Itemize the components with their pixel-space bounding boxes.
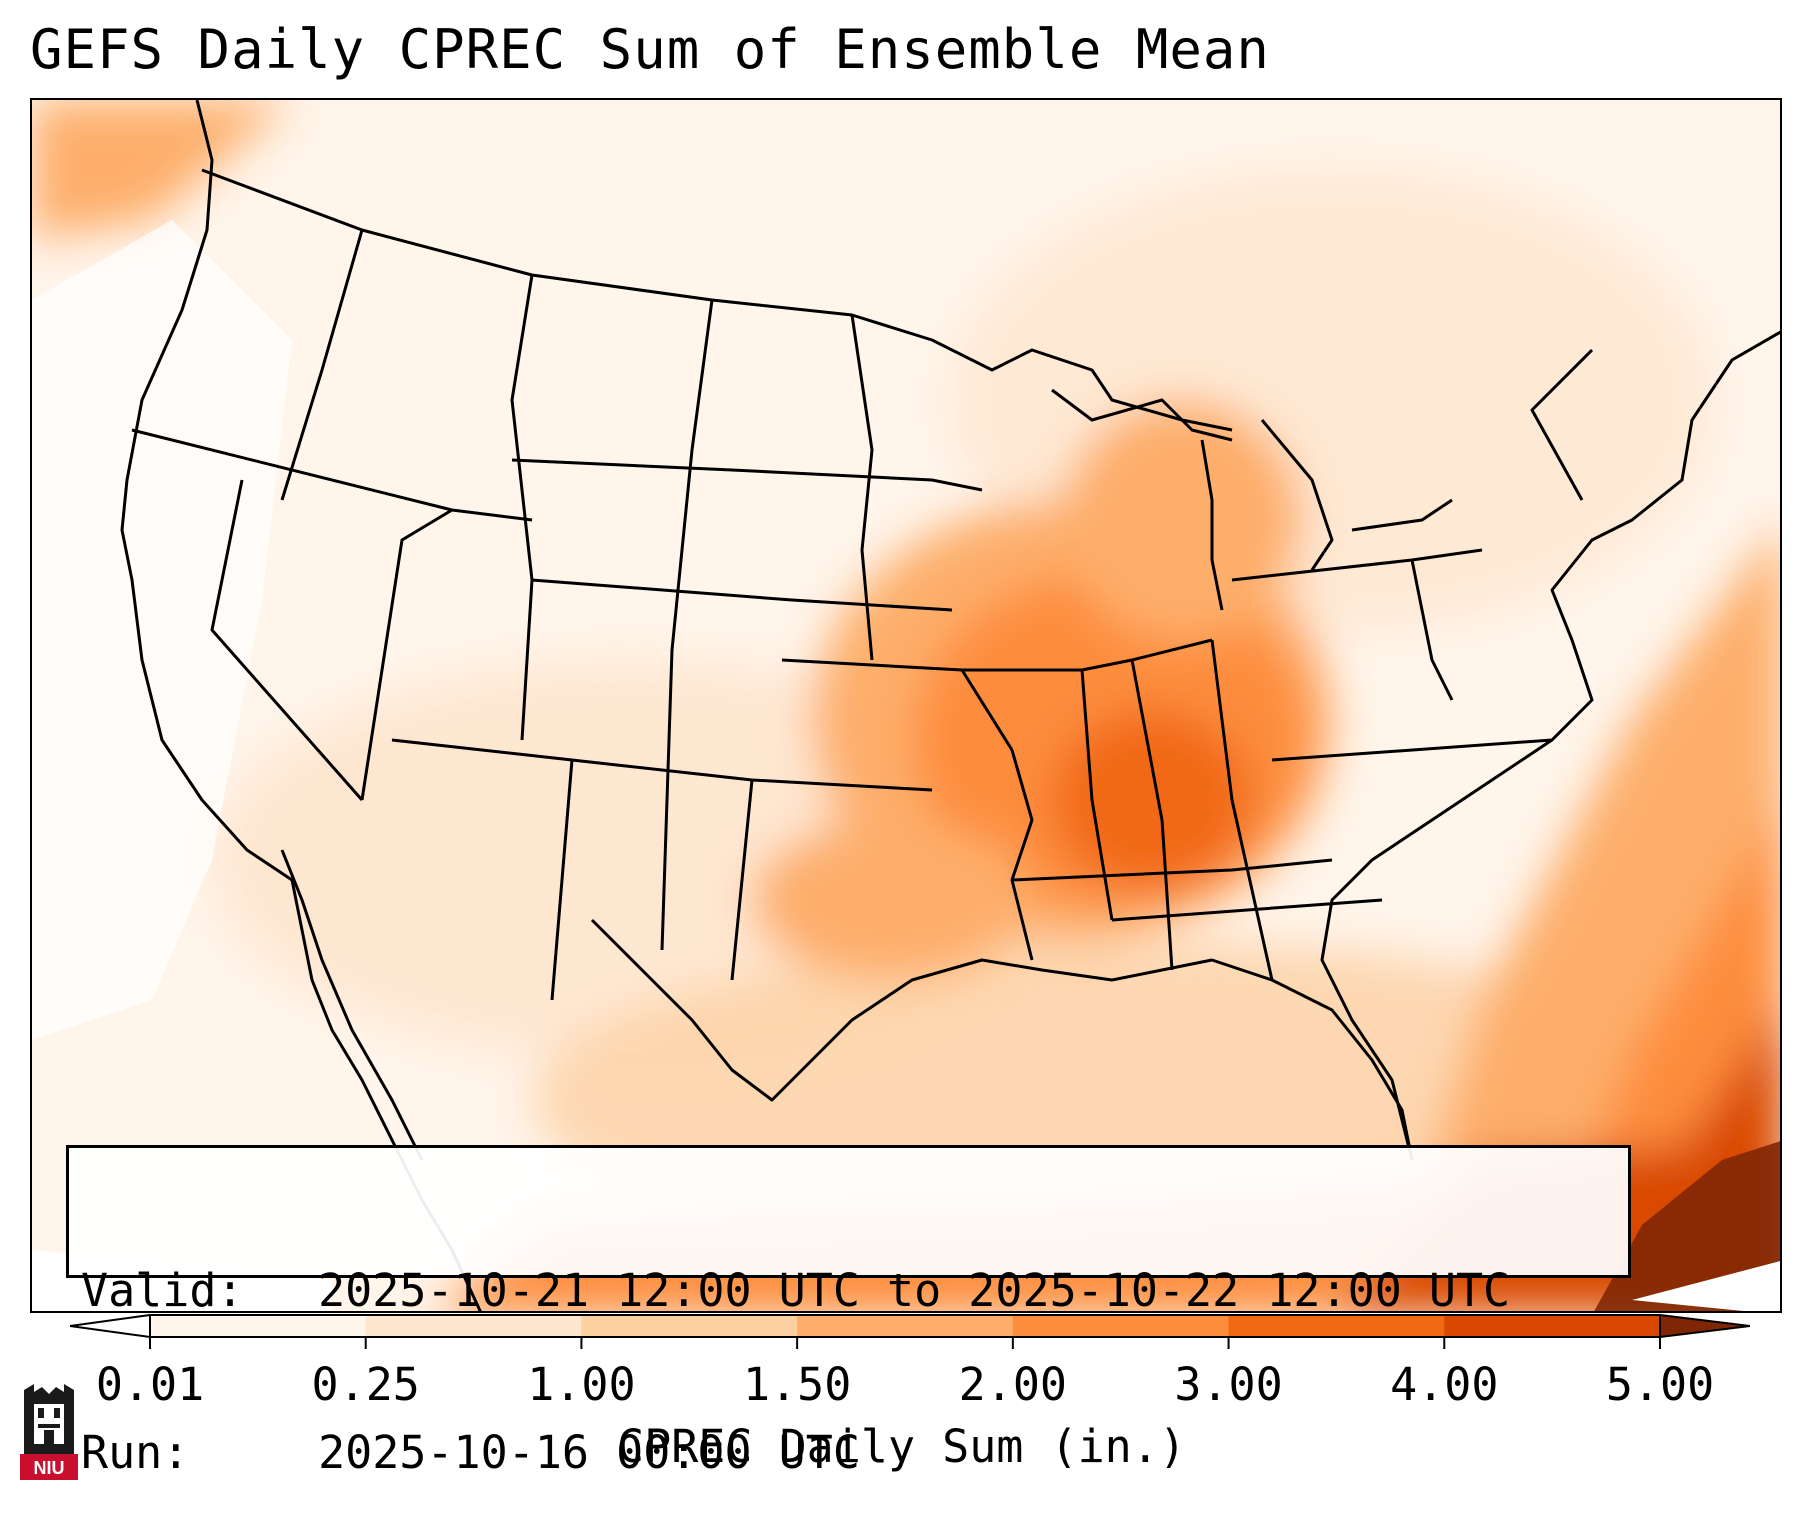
colorbar-tick-label: 2.00 [958,1358,1068,1411]
canada-border [201,168,1233,432]
colorbar-tick-label: 4.00 [1390,1358,1499,1411]
east-coastline [1320,330,1780,1161]
west-coastline [120,100,482,1311]
logo-text: NIU [34,1458,65,1478]
colorbar-segment [797,1315,1014,1337]
colorbar-outline [149,1314,1661,1338]
colorbar [70,1313,1750,1349]
gulf-coastline [590,918,1414,1161]
run-label: Run: [81,1426,190,1479]
run-value: 2025-10-16 00:00 UTC [318,1426,860,1479]
colorbar-tick-label: 5.00 [1605,1358,1715,1411]
colorbar-segment [1444,1315,1661,1337]
colorbar-segment [1228,1315,1445,1337]
valid-value: 2025-10-21 12:00 UTC to 2025-10-22 12:00… [318,1264,1511,1317]
university-tower-icon [24,1384,74,1454]
logo-band [20,1454,78,1480]
precip-max-area [1594,1141,1780,1311]
colorbar-tick-label: 3.00 [1174,1358,1283,1411]
colorbar-segment [1012,1315,1230,1337]
valid-line: Valid: 2025-10-21 12:00 UTC to 2025-10-2… [81,1264,1616,1318]
colorbar-over-extension [1659,1313,1750,1339]
colorbar-segment [581,1315,798,1337]
projection-edge-right [1632,1261,1780,1311]
run-line: Run: 2025-10-16 00:00 UTC [81,1426,1616,1480]
colorbar-segment [365,1315,582,1337]
valid-label: Valid: [81,1264,244,1317]
valid-run-info-box: Valid: 2025-10-21 12:00 UTC to 2025-10-2… [66,1145,1631,1479]
colorbar-tick-label: 1.00 [527,1358,636,1411]
colorbar-tick-label: 0.01 [95,1358,205,1411]
colorbar-segment [150,1315,367,1337]
dry-region-west [32,220,292,1040]
colorbar-under-extension [70,1313,151,1339]
boundaries [120,100,1780,1311]
colorbar-tick-label: 0.25 [311,1358,420,1411]
map-title: GEFS Daily CPREC Sum of Ensemble Mean [30,18,1270,81]
colorbar-tick-label: 1.50 [742,1358,852,1411]
precipitation-map [30,98,1782,1313]
colorbar-title: CPREC Daily Sum (in.) [617,1420,1186,1473]
map-canvas [32,100,1780,1311]
niu-logo: NIU [20,1384,78,1480]
